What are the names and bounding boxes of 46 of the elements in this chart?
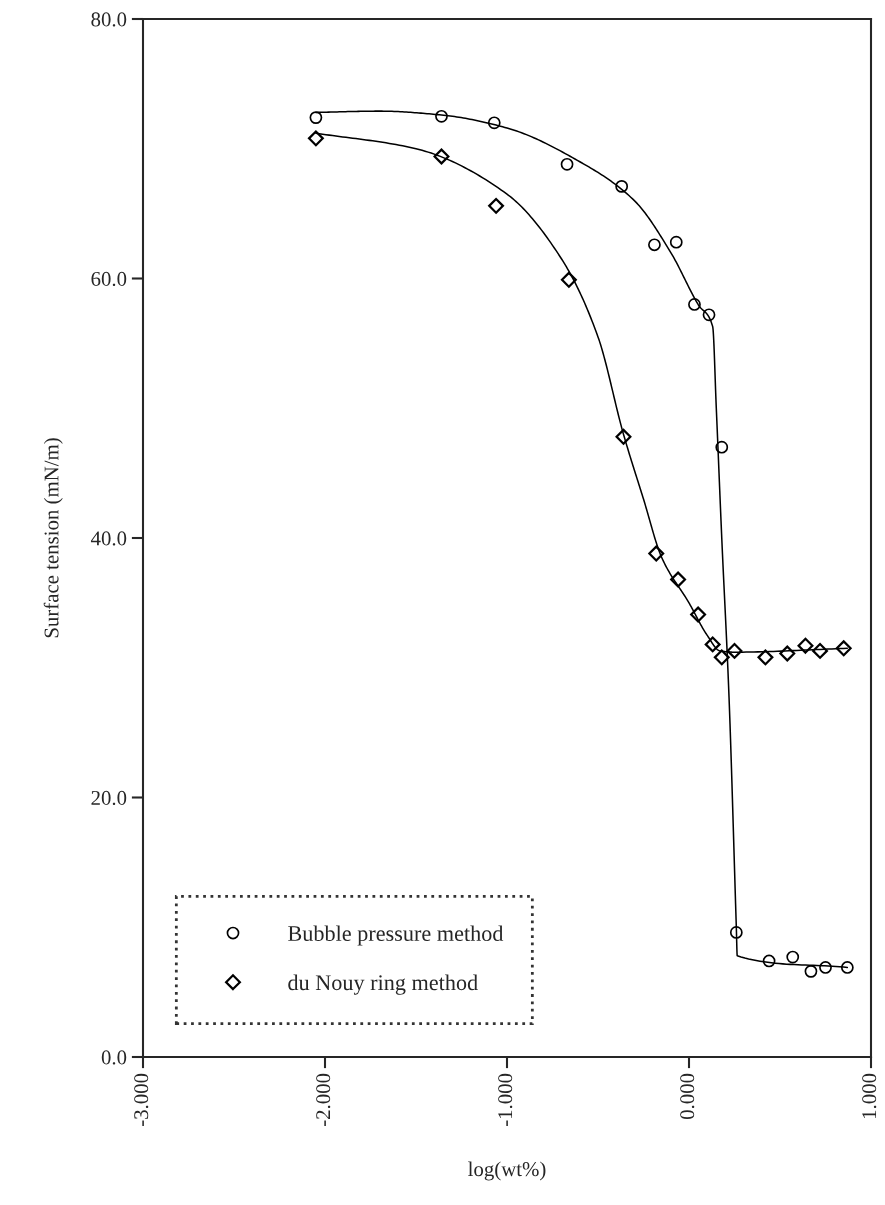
point [726, 642, 743, 659]
x-tick-label: -3.000 [134, 1073, 149, 1127]
point [669, 235, 683, 249]
point [713, 649, 730, 666]
point [812, 642, 829, 659]
point [729, 926, 743, 939]
x-tick-label: -2.000 [316, 1073, 331, 1127]
point [797, 637, 814, 654]
point [560, 271, 577, 288]
point [779, 645, 796, 662]
y-tick-label: 0.0 [101, 1050, 127, 1065]
x-tick-label: 0.000 [680, 1073, 695, 1120]
legend-label: Bubble pressure method [288, 925, 504, 946]
point [560, 157, 574, 171]
point [435, 109, 448, 123]
point [488, 197, 505, 214]
x-tick-label: 1.000 [862, 1073, 877, 1119]
y-tick-label: 20.0 [91, 790, 127, 806]
point [704, 636, 721, 653]
point [762, 954, 776, 968]
point [786, 950, 800, 964]
y-tick-label: 40.0 [90, 531, 127, 546]
y-tick-label: 60.0 [91, 271, 127, 287]
x-axis-title: log(wt%) [468, 1161, 546, 1181]
point [309, 111, 323, 125]
point [715, 440, 729, 454]
y-axis-title: Surface tension (mN/m) [43, 438, 63, 638]
point [487, 116, 501, 130]
point [835, 640, 852, 657]
point [615, 179, 629, 193]
x-tick-label: -1.000 [498, 1073, 513, 1127]
point [648, 545, 665, 562]
point [757, 649, 774, 666]
point [840, 961, 854, 974]
legend-label: du Nouy ring method [288, 974, 478, 995]
point [804, 964, 818, 978]
point [688, 298, 701, 311]
point [615, 428, 632, 445]
point [819, 961, 832, 974]
y-tick-label: 80.0 [91, 12, 127, 27]
point [307, 130, 324, 147]
point [690, 606, 707, 623]
point [433, 148, 450, 165]
point [702, 308, 716, 322]
point [670, 571, 687, 588]
point [648, 238, 661, 252]
